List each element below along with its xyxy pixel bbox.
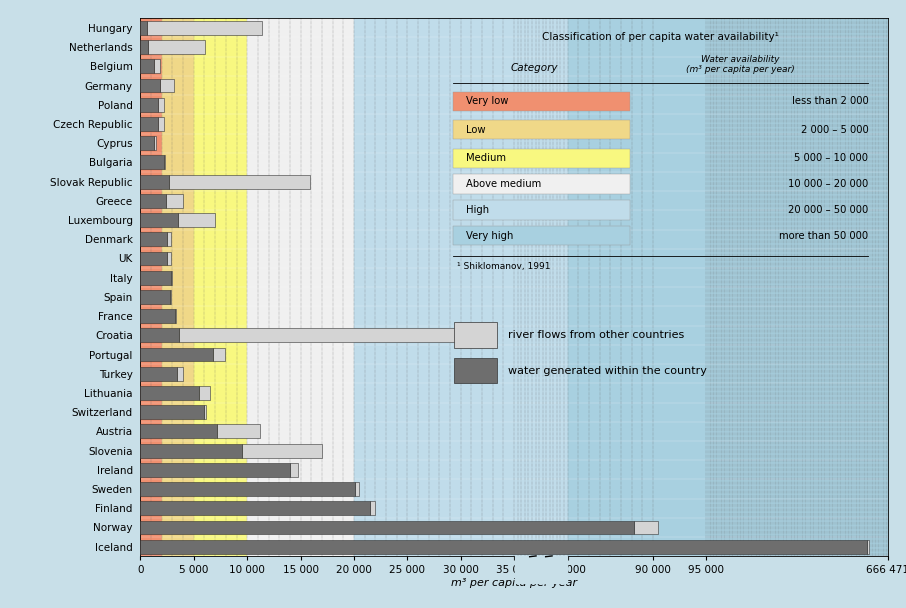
Bar: [140, 194, 166, 208]
Bar: [634, 520, 659, 534]
Bar: [170, 290, 171, 304]
Text: Water availability
(m³ per capita per year): Water availability (m³ per capita per ye…: [686, 55, 795, 74]
Bar: [515, 556, 567, 583]
Bar: [148, 40, 206, 54]
Bar: [140, 386, 199, 400]
Bar: [140, 213, 178, 227]
Bar: [453, 148, 630, 168]
Bar: [140, 252, 167, 265]
Bar: [167, 252, 171, 265]
Bar: [140, 156, 164, 169]
Bar: [290, 463, 298, 477]
Bar: [199, 386, 210, 400]
Bar: [453, 226, 630, 246]
Bar: [154, 136, 157, 150]
Bar: [177, 367, 183, 381]
Bar: [140, 328, 178, 342]
Bar: [454, 358, 497, 383]
Bar: [453, 92, 630, 111]
Bar: [453, 174, 630, 194]
Bar: [140, 367, 177, 381]
Text: 20 000 – 50 000: 20 000 – 50 000: [788, 205, 868, 215]
Bar: [140, 18, 162, 556]
Bar: [167, 232, 171, 246]
Text: High: High: [466, 205, 489, 215]
Bar: [205, 406, 206, 419]
Bar: [158, 98, 164, 112]
Bar: [140, 21, 147, 35]
Bar: [454, 322, 497, 348]
Bar: [166, 194, 183, 208]
Text: Medium: Medium: [466, 153, 506, 163]
Text: Classification of per capita water availability¹: Classification of per capita water avail…: [542, 32, 779, 41]
Bar: [162, 18, 194, 556]
Bar: [217, 424, 260, 438]
Text: Very high: Very high: [466, 231, 514, 241]
Text: less than 2 000: less than 2 000: [792, 97, 868, 106]
Bar: [355, 482, 359, 496]
Bar: [140, 40, 148, 54]
Bar: [164, 156, 165, 169]
Bar: [140, 444, 242, 458]
Bar: [160, 78, 174, 92]
Bar: [140, 309, 175, 323]
Bar: [140, 540, 867, 554]
Bar: [140, 463, 290, 477]
Text: ¹ Shiklomanov, 1991: ¹ Shiklomanov, 1991: [458, 261, 551, 271]
Text: 10 000 – 20 000: 10 000 – 20 000: [788, 179, 868, 189]
Bar: [354, 18, 567, 556]
Bar: [140, 78, 160, 92]
Bar: [140, 271, 171, 285]
Text: Category: Category: [510, 63, 558, 72]
Bar: [175, 309, 176, 323]
Bar: [154, 60, 160, 73]
Text: water generated within the country: water generated within the country: [508, 365, 708, 376]
Bar: [178, 213, 216, 227]
Text: river flows from other countries: river flows from other countries: [508, 330, 685, 340]
Bar: [140, 136, 154, 150]
Bar: [370, 502, 375, 515]
Bar: [140, 502, 370, 515]
Bar: [140, 520, 634, 534]
Bar: [158, 117, 164, 131]
Text: Low: Low: [466, 125, 486, 135]
Bar: [867, 540, 869, 554]
Bar: [140, 290, 170, 304]
Bar: [178, 328, 488, 342]
Bar: [567, 18, 888, 556]
Bar: [247, 18, 354, 556]
Bar: [194, 18, 247, 556]
Bar: [140, 482, 355, 496]
Bar: [140, 406, 205, 419]
Bar: [171, 271, 172, 285]
Text: Very low: Very low: [466, 97, 508, 106]
Bar: [242, 444, 322, 458]
Bar: [140, 60, 154, 73]
Bar: [140, 117, 158, 131]
Text: 5 000 – 10 000: 5 000 – 10 000: [795, 153, 868, 163]
Text: Above medium: Above medium: [466, 179, 541, 189]
Text: more than 50 000: more than 50 000: [779, 231, 868, 241]
Bar: [453, 120, 630, 139]
Bar: [140, 348, 213, 362]
Bar: [453, 200, 630, 219]
Bar: [213, 348, 225, 362]
Bar: [140, 174, 169, 188]
Bar: [140, 98, 158, 112]
Bar: [147, 21, 262, 35]
Bar: [169, 174, 310, 188]
Bar: [140, 424, 217, 438]
Text: 2 000 – 5 000: 2 000 – 5 000: [801, 125, 868, 135]
Bar: [140, 232, 167, 246]
X-axis label: m³ per capita per year: m³ per capita per year: [451, 578, 577, 588]
